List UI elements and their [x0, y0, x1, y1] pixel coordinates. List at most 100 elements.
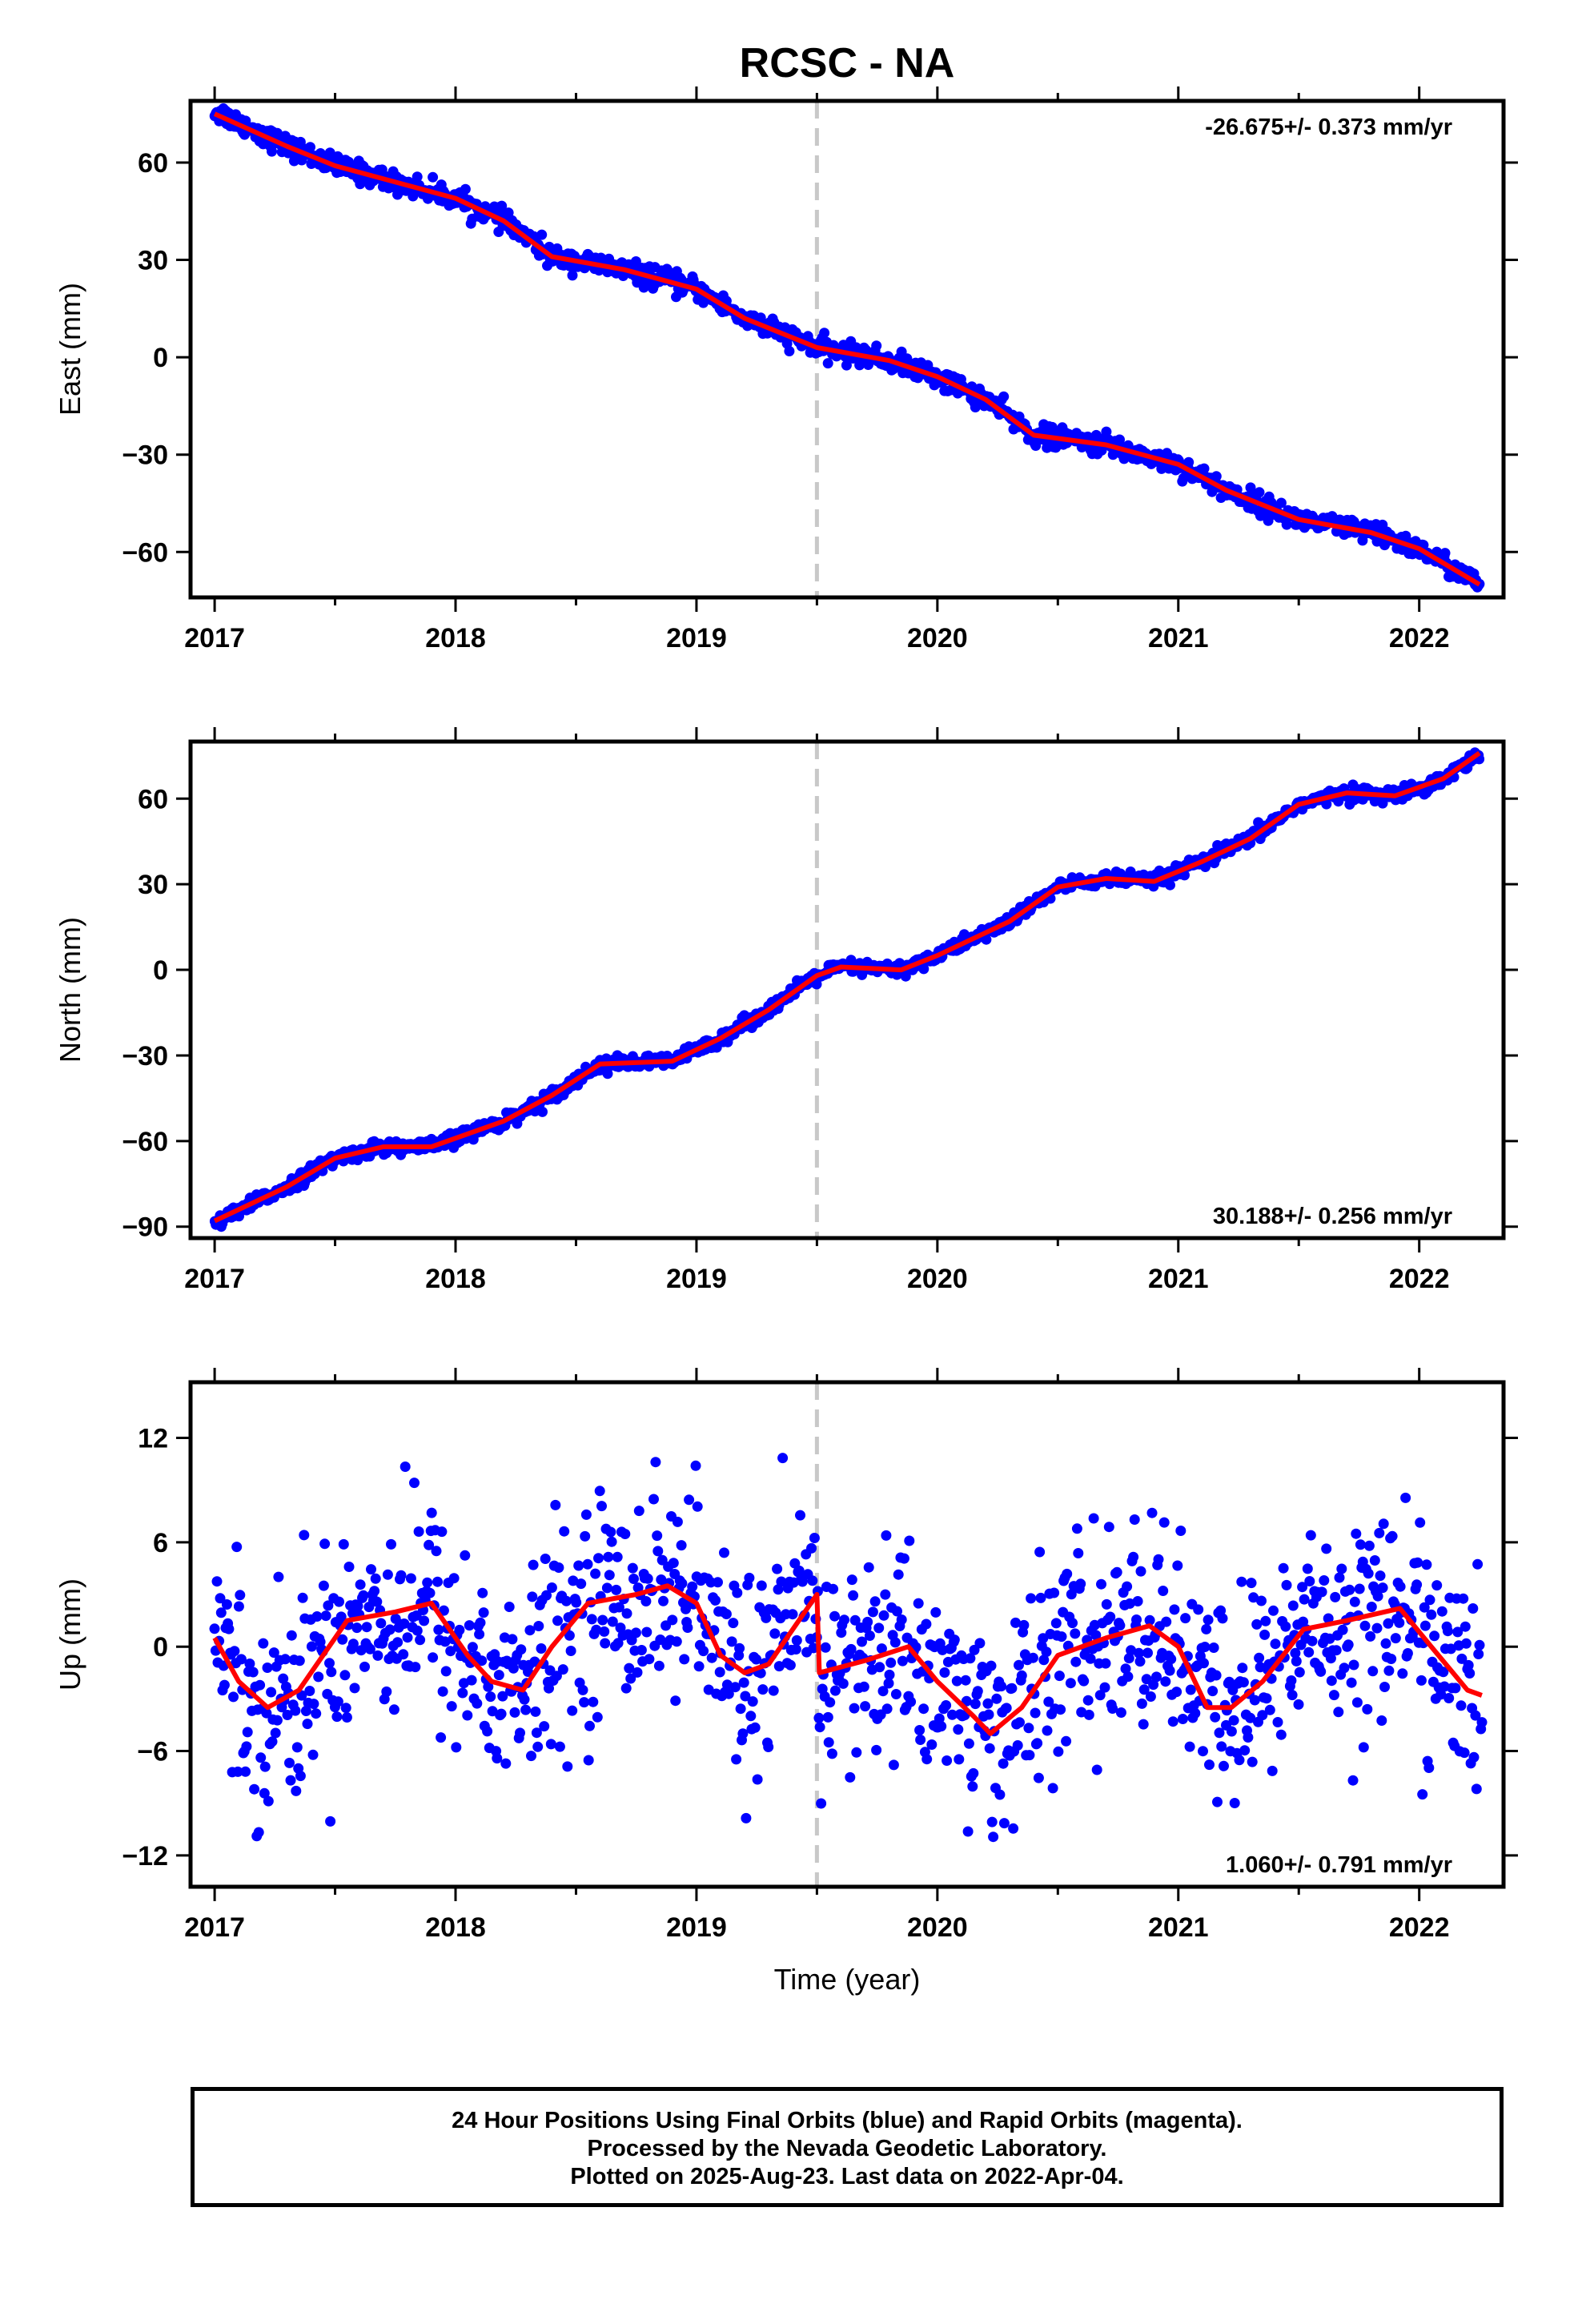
y-axis-label: Up (mm)	[54, 1578, 86, 1691]
data-point	[1280, 1621, 1291, 1632]
data-point	[1198, 1746, 1208, 1757]
data-point	[536, 229, 548, 240]
caption-line: Processed by the Nevada Geodetic Laborat…	[587, 2136, 1107, 2161]
data-point	[687, 1581, 698, 1592]
data-point	[228, 1691, 239, 1703]
data-point	[1346, 1677, 1357, 1688]
data-point	[1111, 1566, 1122, 1578]
data-point	[1204, 1759, 1215, 1771]
data-point	[1105, 1611, 1116, 1622]
data-point	[261, 1707, 272, 1719]
figure-title: RCSC - NA	[740, 40, 955, 86]
data-point	[1272, 1717, 1283, 1727]
data-point	[1090, 1630, 1102, 1641]
x-tick-label: 2022	[1389, 1264, 1450, 1294]
data-point	[482, 1726, 493, 1737]
data-point	[641, 1626, 652, 1638]
data-point	[1326, 1675, 1337, 1687]
data-point	[883, 1678, 894, 1689]
data-point	[412, 171, 423, 183]
data-point	[968, 1767, 979, 1779]
data-point	[340, 1703, 351, 1714]
x-tick-label: 2021	[1148, 623, 1209, 653]
data-point	[962, 1826, 974, 1837]
data-point	[323, 1600, 334, 1611]
data-point	[1278, 1562, 1289, 1574]
data-point	[740, 1691, 751, 1702]
data-point	[304, 1686, 315, 1696]
data-point	[793, 1565, 805, 1576]
data-point	[1100, 1658, 1111, 1669]
data-point	[467, 1642, 478, 1653]
data-point	[991, 1693, 1002, 1704]
data-point	[424, 1539, 435, 1550]
data-point	[1347, 1775, 1359, 1786]
y-tick-label: 30	[138, 246, 168, 276]
data-point	[851, 1747, 862, 1758]
data-point	[600, 1638, 611, 1649]
data-point	[814, 1722, 825, 1733]
data-point	[335, 1611, 347, 1622]
data-point	[1199, 1642, 1211, 1652]
data-point	[1337, 1624, 1348, 1635]
data-point	[1257, 1710, 1268, 1721]
data-point	[744, 1572, 755, 1583]
data-point	[448, 1573, 460, 1584]
data-point	[554, 1741, 565, 1752]
plot-frame	[188, 1380, 1506, 1889]
data-point	[1281, 519, 1292, 530]
data-point	[313, 1671, 324, 1683]
data-point	[1249, 1695, 1260, 1706]
data-point	[953, 1724, 964, 1735]
data-point	[527, 1591, 538, 1602]
data-point	[577, 1684, 588, 1695]
data-point	[1035, 1592, 1046, 1603]
data-point	[974, 1638, 986, 1649]
data-point	[399, 1618, 410, 1629]
data-point	[787, 1609, 798, 1620]
data-point	[1158, 1586, 1169, 1596]
data-point	[526, 1751, 536, 1762]
data-point	[1319, 1575, 1330, 1586]
data-point	[1390, 1633, 1401, 1644]
data-point	[300, 1706, 311, 1716]
data-point	[890, 1689, 901, 1699]
data-point	[642, 1573, 653, 1584]
data-point	[773, 1584, 784, 1595]
data-point	[839, 1614, 849, 1626]
data-point	[372, 1650, 383, 1661]
data-point	[676, 1540, 687, 1551]
data-point	[1165, 879, 1175, 891]
data-point	[1226, 1726, 1237, 1737]
data-point	[1343, 1639, 1354, 1651]
data-point	[721, 1679, 733, 1691]
data-point	[871, 1744, 882, 1755]
data-point	[400, 1462, 411, 1472]
x-tick-label: 2017	[184, 1912, 245, 1943]
data-point	[1328, 1690, 1339, 1701]
data-point	[436, 1526, 448, 1538]
data-point	[1211, 1670, 1222, 1681]
data-point	[605, 1526, 616, 1538]
data-point	[592, 1711, 603, 1723]
data-point	[1336, 1563, 1347, 1574]
x-tick-label: 2018	[425, 1264, 486, 1294]
data-point	[565, 1646, 576, 1656]
data-point	[1375, 1570, 1386, 1582]
data-point	[462, 1710, 473, 1721]
data-point	[648, 1494, 659, 1505]
data-point	[936, 1721, 947, 1732]
data-point	[874, 1662, 885, 1673]
data-point	[319, 1538, 331, 1550]
data-point	[1333, 1707, 1344, 1718]
x-tick-label: 2018	[425, 1912, 486, 1943]
data-point	[573, 1560, 584, 1571]
data-point	[1053, 1746, 1064, 1757]
data-point	[445, 1646, 456, 1657]
data-point	[621, 1608, 632, 1619]
data-point	[946, 1709, 958, 1720]
data-point	[1387, 1530, 1398, 1542]
up-panel: 2017 2018 2019 2020 2021 2022 12 6 0 −6 −12 Up (mm)…	[54, 1368, 1518, 1943]
x-tick-label: 2019	[666, 1264, 727, 1294]
data-point	[896, 1614, 907, 1625]
